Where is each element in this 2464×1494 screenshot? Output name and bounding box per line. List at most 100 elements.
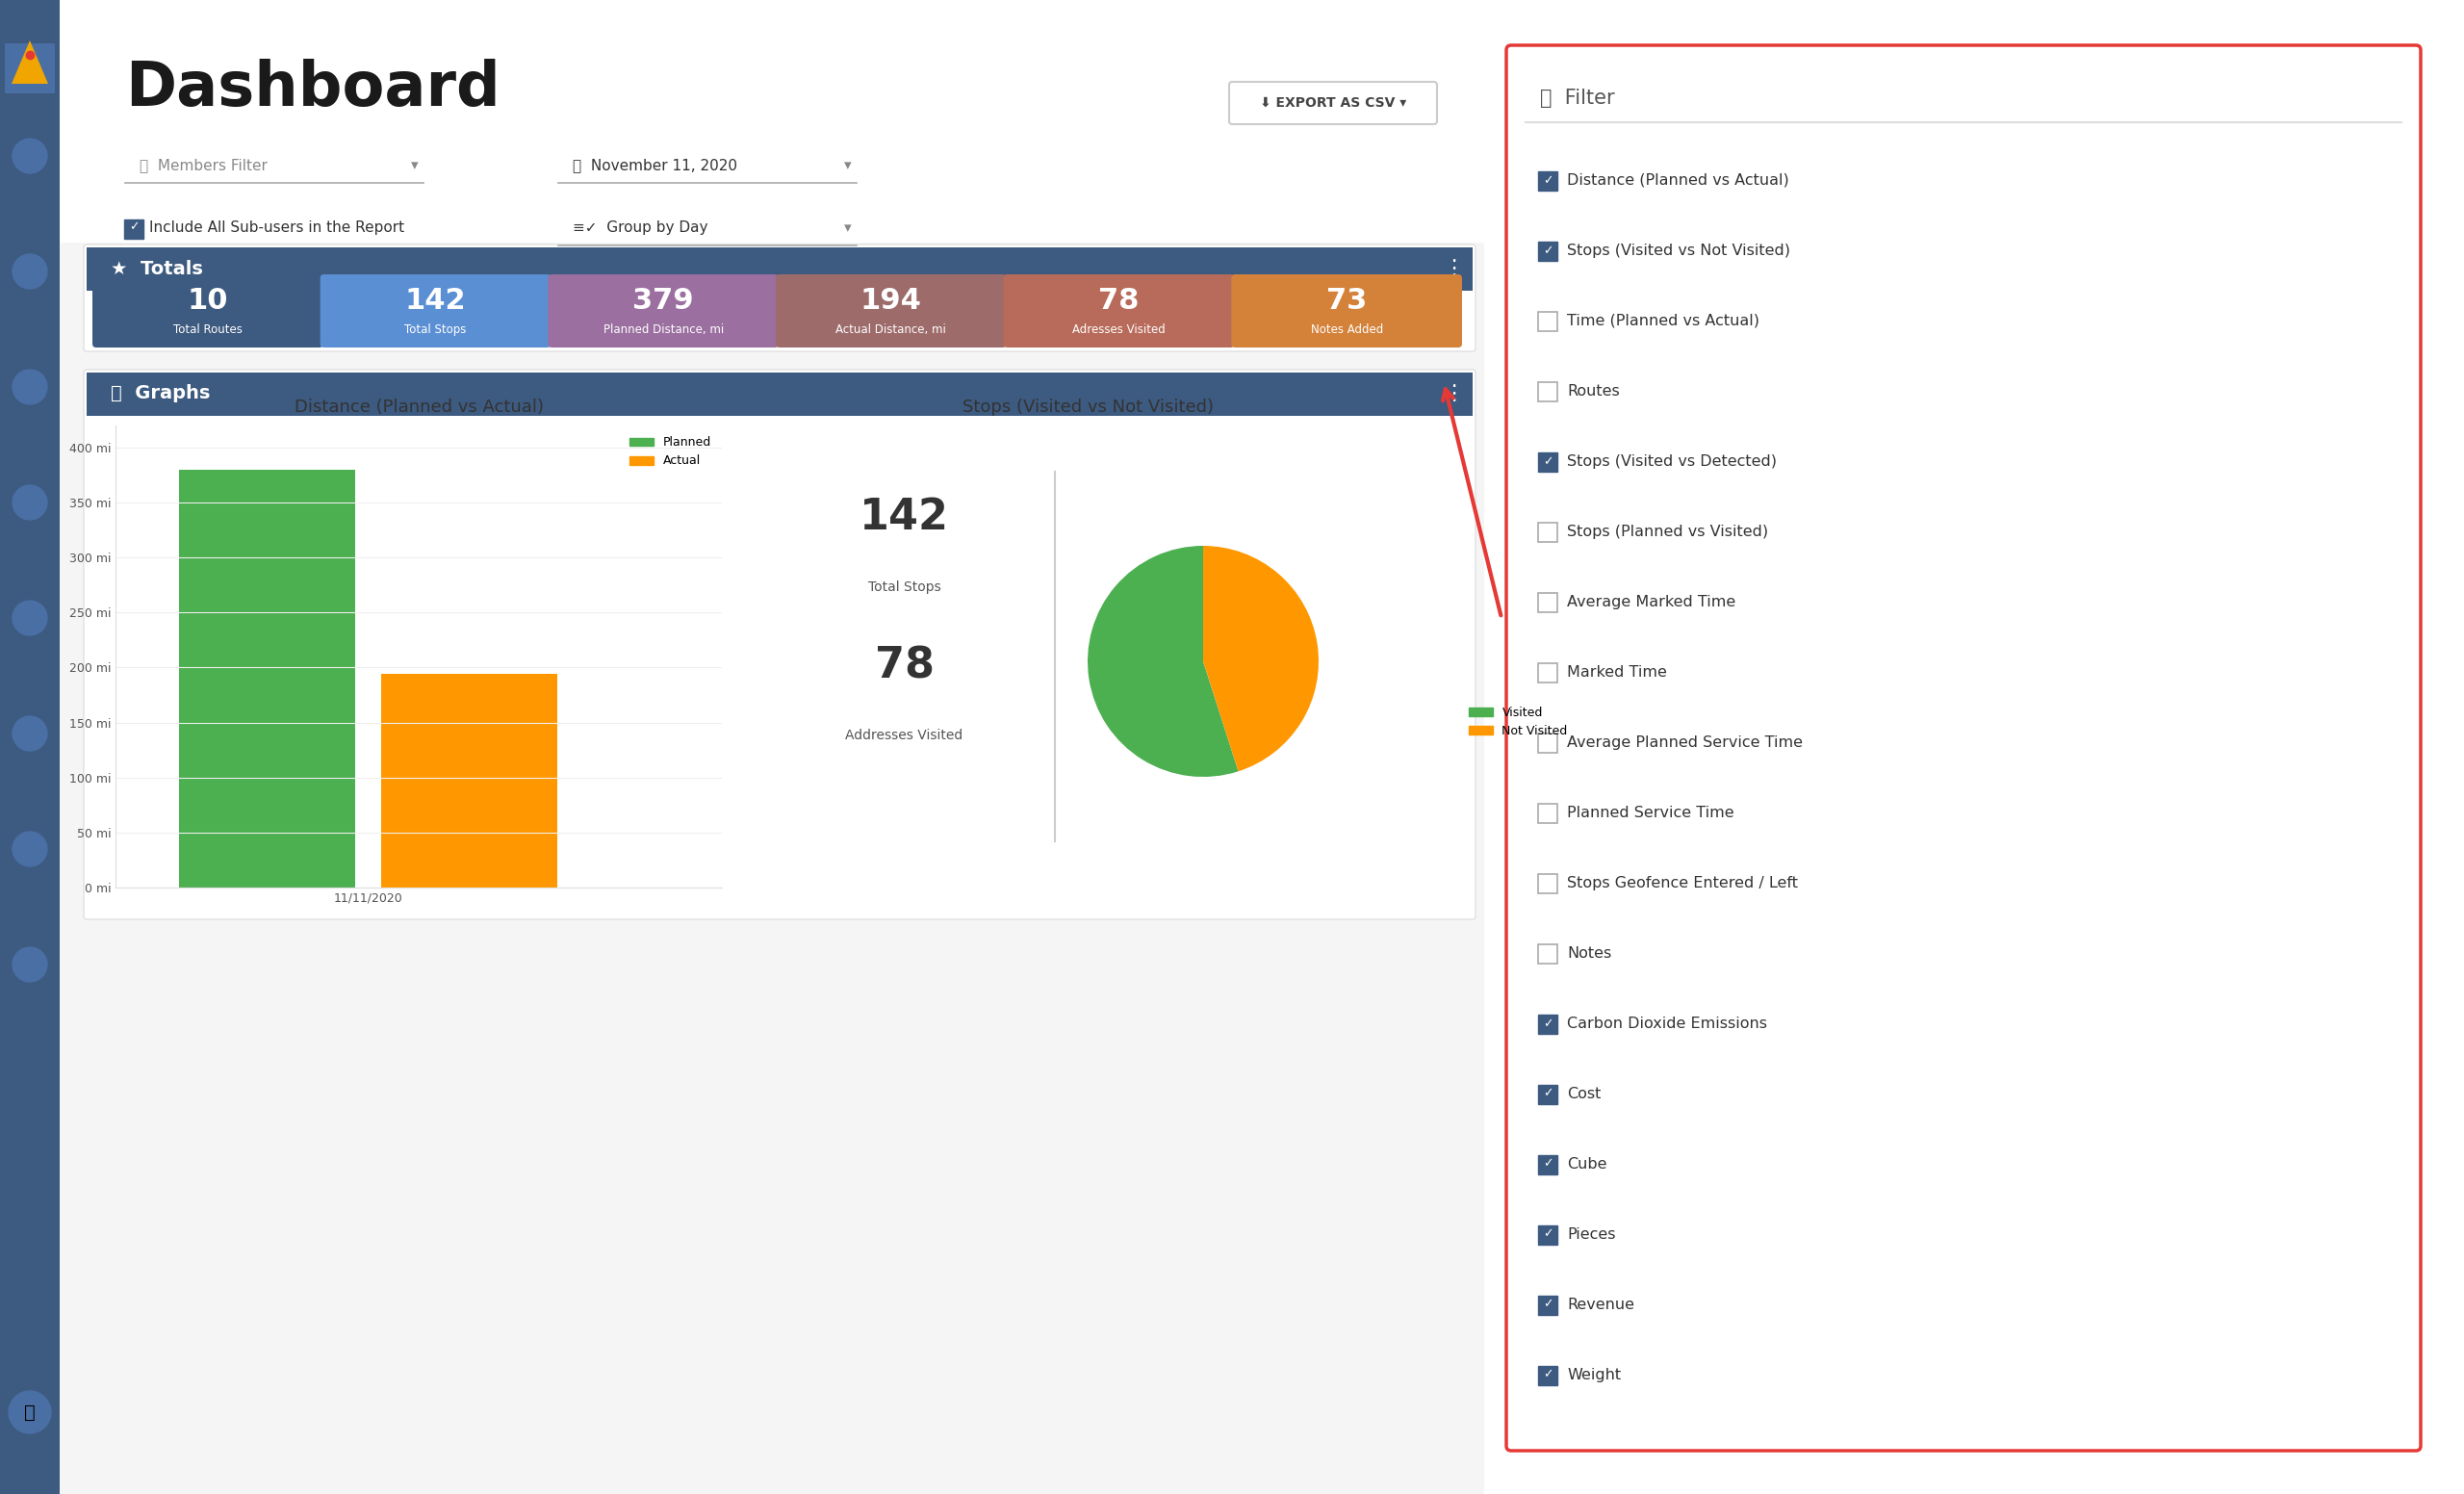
Polygon shape bbox=[12, 40, 49, 84]
Text: Carbon Dioxide Emissions: Carbon Dioxide Emissions bbox=[1567, 1016, 1767, 1031]
FancyBboxPatch shape bbox=[1538, 663, 1557, 683]
FancyBboxPatch shape bbox=[1538, 453, 1557, 472]
Text: 💬: 💬 bbox=[25, 1403, 34, 1421]
Text: ⋮: ⋮ bbox=[1441, 384, 1464, 403]
Circle shape bbox=[12, 369, 47, 405]
Text: Total Stops: Total Stops bbox=[867, 581, 941, 595]
Text: 78: 78 bbox=[1099, 287, 1138, 315]
Text: ✓: ✓ bbox=[1542, 1158, 1552, 1170]
Text: ✓: ✓ bbox=[1542, 1298, 1552, 1310]
FancyBboxPatch shape bbox=[123, 220, 143, 239]
FancyBboxPatch shape bbox=[0, 0, 59, 1494]
Circle shape bbox=[12, 139, 47, 173]
FancyBboxPatch shape bbox=[1538, 382, 1557, 402]
Text: Stops (Planned vs Visited): Stops (Planned vs Visited) bbox=[1567, 524, 1769, 539]
Text: 🔽  Filter: 🔽 Filter bbox=[1540, 88, 1614, 108]
Text: Pieces: Pieces bbox=[1567, 1227, 1616, 1242]
Text: ★  Totals: ★ Totals bbox=[111, 260, 202, 278]
Text: 78: 78 bbox=[875, 645, 934, 686]
FancyBboxPatch shape bbox=[1538, 804, 1557, 823]
Text: Notes Added: Notes Added bbox=[1311, 323, 1382, 336]
FancyBboxPatch shape bbox=[86, 372, 1473, 415]
Circle shape bbox=[10, 1391, 52, 1433]
Text: Notes: Notes bbox=[1567, 946, 1611, 961]
FancyBboxPatch shape bbox=[1538, 1085, 1557, 1104]
FancyBboxPatch shape bbox=[1230, 82, 1437, 124]
FancyBboxPatch shape bbox=[1538, 593, 1557, 613]
Text: 📊  Graphs: 📊 Graphs bbox=[111, 384, 209, 403]
Legend: Planned, Actual: Planned, Actual bbox=[623, 432, 717, 472]
FancyBboxPatch shape bbox=[59, 0, 1483, 1494]
Text: Stops Geofence Entered / Left: Stops Geofence Entered / Left bbox=[1567, 875, 1799, 890]
Text: Distance (Planned vs Actual): Distance (Planned vs Actual) bbox=[1567, 173, 1789, 188]
FancyBboxPatch shape bbox=[1538, 874, 1557, 893]
Text: Total Routes: Total Routes bbox=[172, 323, 241, 336]
Text: Cube: Cube bbox=[1567, 1156, 1607, 1171]
Text: Stops (Visited vs Detected): Stops (Visited vs Detected) bbox=[1567, 454, 1777, 469]
Legend: Visited, Not Visited: Visited, Not Visited bbox=[1464, 701, 1572, 743]
FancyBboxPatch shape bbox=[86, 248, 1473, 288]
FancyBboxPatch shape bbox=[86, 248, 1473, 291]
FancyBboxPatch shape bbox=[1538, 944, 1557, 964]
Text: ▾: ▾ bbox=[411, 158, 419, 173]
FancyBboxPatch shape bbox=[320, 275, 552, 348]
FancyBboxPatch shape bbox=[84, 245, 1476, 351]
Text: ✓: ✓ bbox=[1542, 456, 1552, 468]
Circle shape bbox=[12, 254, 47, 288]
Text: ✓: ✓ bbox=[128, 221, 138, 233]
FancyBboxPatch shape bbox=[1538, 734, 1557, 753]
Circle shape bbox=[12, 947, 47, 982]
FancyBboxPatch shape bbox=[1538, 1225, 1557, 1245]
Text: Cost: Cost bbox=[1567, 1086, 1602, 1101]
Text: 10: 10 bbox=[187, 287, 229, 315]
Text: 👤  Members Filter: 👤 Members Filter bbox=[140, 158, 269, 173]
FancyBboxPatch shape bbox=[1538, 1295, 1557, 1315]
Bar bbox=[382, 674, 557, 887]
Text: ✓: ✓ bbox=[1542, 175, 1552, 187]
Text: 73: 73 bbox=[1326, 287, 1368, 315]
Text: ▾: ▾ bbox=[845, 221, 853, 236]
Text: ✓: ✓ bbox=[1542, 1228, 1552, 1240]
Text: ▾: ▾ bbox=[845, 158, 853, 173]
Text: Average Marked Time: Average Marked Time bbox=[1567, 595, 1735, 610]
Circle shape bbox=[12, 832, 47, 867]
FancyBboxPatch shape bbox=[5, 43, 54, 93]
Text: 📅  November 11, 2020: 📅 November 11, 2020 bbox=[572, 158, 737, 173]
FancyBboxPatch shape bbox=[1538, 523, 1557, 542]
Text: Stops (Visited vs Not Visited): Stops (Visited vs Not Visited) bbox=[1567, 244, 1791, 258]
Bar bbox=[180, 469, 355, 887]
Text: Actual Distance, mi: Actual Distance, mi bbox=[835, 323, 946, 336]
Text: Planned Service Time: Planned Service Time bbox=[1567, 805, 1735, 820]
Text: Time (Planned vs Actual): Time (Planned vs Actual) bbox=[1567, 314, 1759, 329]
Text: 379: 379 bbox=[633, 287, 695, 315]
Text: ⬇ EXPORT AS CSV ▾: ⬇ EXPORT AS CSV ▾ bbox=[1259, 96, 1407, 109]
Text: Weight: Weight bbox=[1567, 1367, 1621, 1382]
Text: ≡✓  Group by Day: ≡✓ Group by Day bbox=[572, 221, 707, 236]
Text: Marked Time: Marked Time bbox=[1567, 665, 1668, 680]
Text: ✓: ✓ bbox=[1542, 1088, 1552, 1100]
FancyBboxPatch shape bbox=[59, 0, 1483, 242]
Text: Revenue: Revenue bbox=[1567, 1297, 1634, 1312]
FancyBboxPatch shape bbox=[1538, 172, 1557, 191]
Text: Average Planned Service Time: Average Planned Service Time bbox=[1567, 735, 1804, 750]
Text: ✓: ✓ bbox=[1542, 1369, 1552, 1380]
FancyBboxPatch shape bbox=[547, 275, 779, 348]
Wedge shape bbox=[1087, 545, 1239, 777]
FancyBboxPatch shape bbox=[1538, 1014, 1557, 1034]
Text: 194: 194 bbox=[860, 287, 922, 315]
Text: Routes: Routes bbox=[1567, 384, 1619, 399]
Text: Include All Sub-users in the Report: Include All Sub-users in the Report bbox=[150, 220, 404, 235]
Text: ⋮: ⋮ bbox=[1441, 258, 1464, 278]
Title: Distance (Planned vs Actual): Distance (Planned vs Actual) bbox=[293, 399, 545, 415]
Text: 142: 142 bbox=[860, 498, 949, 539]
FancyBboxPatch shape bbox=[1538, 242, 1557, 261]
Text: ✓: ✓ bbox=[1542, 1017, 1552, 1029]
Circle shape bbox=[12, 486, 47, 520]
FancyBboxPatch shape bbox=[94, 275, 323, 348]
FancyBboxPatch shape bbox=[1538, 312, 1557, 332]
FancyBboxPatch shape bbox=[1538, 1366, 1557, 1385]
Text: ✓: ✓ bbox=[1542, 245, 1552, 257]
Text: Addresses Visited: Addresses Visited bbox=[845, 729, 963, 743]
Wedge shape bbox=[1202, 545, 1318, 771]
FancyBboxPatch shape bbox=[1506, 45, 2420, 1451]
